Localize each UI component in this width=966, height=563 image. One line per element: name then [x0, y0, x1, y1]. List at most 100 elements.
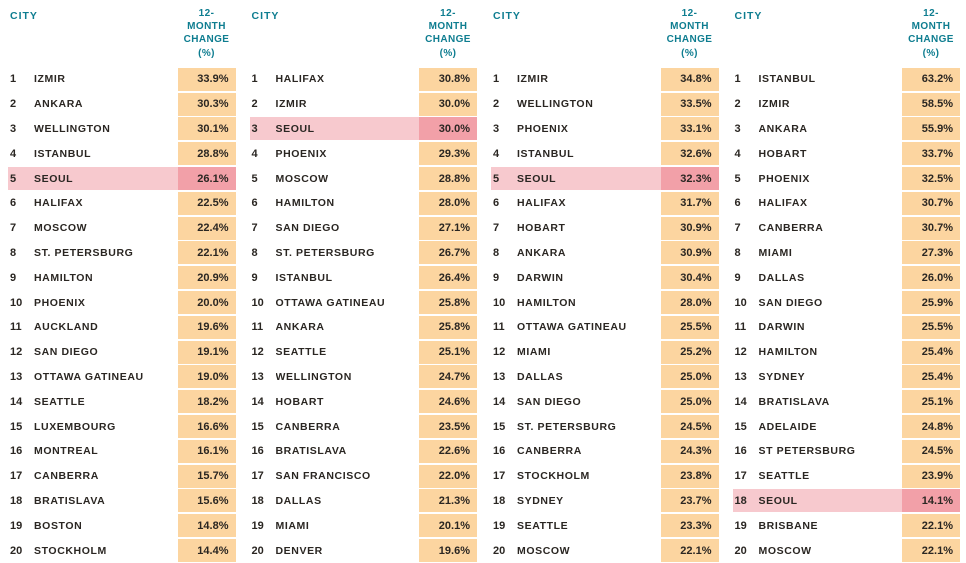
rank-number: 8 — [10, 246, 17, 259]
row-label: 3 PHOENIX — [491, 117, 661, 140]
rank-number: 4 — [493, 147, 500, 160]
row-label: 4 ISTANBUL — [8, 142, 178, 165]
city-name: HALIFAX — [758, 197, 808, 210]
table-row: 17 STOCKHOLM 23.8% — [491, 464, 719, 489]
rank-number: 20 — [734, 544, 747, 557]
rank-number: 8 — [251, 246, 258, 259]
change-value: 58.5% — [902, 92, 960, 116]
row-label: 1 IZMIR — [491, 68, 661, 91]
table-row: 11 DARWIN 25.5% — [733, 315, 960, 340]
change-value: 33.1% — [660, 117, 719, 141]
change-value: 25.0% — [660, 390, 719, 414]
change-value: 23.9% — [902, 464, 960, 488]
row-label: 3 ANKARA — [733, 117, 903, 140]
table-row: 15 ADELAIDE 24.8% — [733, 414, 960, 439]
table-row: 3 PHOENIX 33.1% — [491, 117, 719, 142]
rank-number: 4 — [251, 147, 258, 160]
change-value: 14.1% — [902, 489, 960, 513]
rank-number: 3 — [493, 122, 500, 135]
city-name: HAMILTON — [758, 346, 818, 359]
rank-number: 12 — [10, 346, 23, 359]
table-row: 1 ISTANBUL 63.2% — [733, 67, 960, 92]
rank-number: 13 — [493, 370, 506, 383]
rank-number: 5 — [10, 172, 17, 185]
city-name: STOCKHOLM — [34, 544, 107, 557]
change-value: 30.7% — [902, 191, 960, 215]
change-value: 25.4% — [902, 340, 960, 364]
change-value: 25.8% — [419, 291, 477, 315]
table-row: 12 SEATTLE 25.1% — [250, 340, 477, 365]
rank-number: 9 — [493, 271, 500, 284]
row-label: 2 WELLINGTON — [491, 93, 661, 116]
row-label: 11 ANKARA — [250, 316, 420, 339]
change-value: 20.0% — [177, 291, 236, 315]
city-name: ST. PETERSBURG — [275, 246, 375, 259]
ranking-table-3: CITY 12- MONTH CHANGE (%) 1 IZMIR 34.8% 2 WE… — [491, 0, 719, 563]
change-value: 31.7% — [660, 191, 719, 215]
rank-number: 11 — [493, 321, 505, 334]
rank-number: 20 — [251, 544, 264, 557]
change-value: 20.1% — [419, 514, 477, 538]
change-value: 26.4% — [419, 266, 477, 290]
city-name: SEATTLE — [758, 470, 810, 483]
city-name: HAMILTON — [517, 296, 577, 309]
city-name: ST. PETERSBURG — [34, 246, 134, 259]
city-name: SYDNEY — [517, 494, 564, 507]
table-row: 20 MOSCOW 22.1% — [733, 538, 960, 563]
city-name: SYDNEY — [758, 370, 806, 383]
table-row: 15 LUXEMBOURG 16.6% — [8, 414, 236, 439]
table-body-4: 1 ISTANBUL 63.2% 2 IZMIR 58.5% 3 ANKARA 55.9% 4 HO… — [732, 67, 960, 563]
city-name: ANKARA — [517, 246, 567, 259]
row-label: 14 SEATTLE — [8, 390, 178, 413]
table-row: 7 CANBERRA 30.7% — [733, 216, 960, 241]
row-label: 8 ST. PETERSBURG — [8, 241, 178, 264]
table-row: 17 SEATTLE 23.9% — [733, 464, 960, 489]
change-value: 24.5% — [660, 415, 719, 439]
change-value: 55.9% — [902, 117, 960, 141]
change-value: 25.5% — [660, 315, 719, 339]
row-label: 18 SEOUL — [732, 489, 902, 513]
row-label: 11 AUCKLAND — [8, 316, 178, 339]
row-label: 10 OTTAWA GATINEAU — [250, 291, 420, 314]
change-value: 16.1% — [177, 439, 236, 463]
city-name: PHOENIX — [34, 296, 86, 309]
row-label: 5 MOSCOW — [250, 167, 420, 190]
table-row: 3 ANKARA 55.9% — [733, 117, 960, 142]
row-label: 18 BRATISLAVA — [8, 489, 178, 512]
table-body-3: 1 IZMIR 34.8% 2 WELLINGTON 33.5% 3 PHOENIX 33.1%… — [491, 67, 719, 563]
rank-number: 18 — [251, 494, 264, 507]
table-row: 20 MOSCOW 22.1% — [491, 538, 719, 563]
row-label: 2 IZMIR — [733, 93, 903, 116]
city-name: SEOUL — [517, 172, 557, 185]
city-name: ISTANBUL — [34, 147, 92, 160]
change-value: 33.5% — [660, 92, 719, 116]
city-name: OTTAWA GATINEAU — [275, 296, 386, 309]
row-label: 8 ANKARA — [491, 241, 661, 264]
city-name: MONTREAL — [34, 445, 99, 458]
rank-number: 13 — [10, 370, 23, 383]
rank-number: 14 — [251, 395, 264, 408]
table-row: 14 SEATTLE 18.2% — [8, 389, 236, 414]
change-value: 24.5% — [902, 439, 960, 463]
rank-number: 5 — [251, 172, 258, 185]
rank-number: 20 — [493, 544, 506, 557]
row-label: 13 DALLAS — [491, 365, 661, 388]
table-row: 17 SAN FRANCISCO 22.0% — [250, 464, 477, 489]
city-name: HAMILTON — [34, 271, 94, 284]
city-name: BRATISLAVA — [758, 395, 830, 408]
city-name: SAN DIEGO — [758, 296, 823, 309]
table-row: 5 PHOENIX 32.5% — [733, 166, 960, 191]
change-value: 28.0% — [660, 291, 719, 315]
change-value: 25.1% — [902, 390, 960, 414]
table-row: 1 IZMIR 34.8% — [491, 67, 719, 92]
city-name: AUCKLAND — [34, 321, 99, 334]
row-label: 20 MOSCOW — [491, 539, 661, 562]
rank-number: 18 — [734, 494, 747, 507]
table-row: 3 SEOUL 30.0% — [249, 117, 477, 142]
change-value: 18.2% — [177, 390, 236, 414]
city-column-header: CITY — [10, 10, 38, 22]
rank-number: 3 — [734, 122, 741, 135]
change-value: 30.9% — [660, 216, 719, 240]
city-name: BOSTON — [34, 519, 83, 532]
